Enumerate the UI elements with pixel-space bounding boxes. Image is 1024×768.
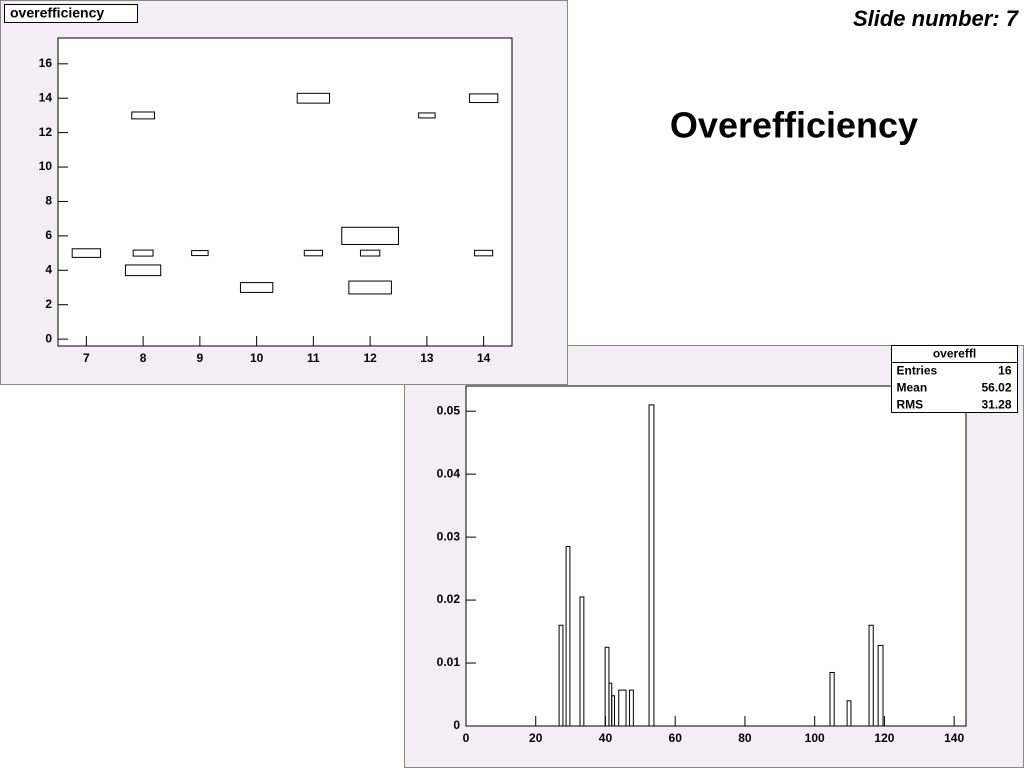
x-tick-label: 40 xyxy=(599,731,613,745)
y-tick-label: 0.03 xyxy=(437,529,461,543)
slide-title: Overefficiency xyxy=(670,105,918,146)
bar xyxy=(648,404,655,727)
bar xyxy=(611,695,616,727)
y-tick-label: 0.05 xyxy=(437,403,461,417)
box xyxy=(71,248,102,258)
bar xyxy=(565,546,571,727)
box xyxy=(418,112,436,119)
box xyxy=(132,249,154,257)
y-tick-label: 2 xyxy=(45,297,52,311)
x-tick-label: 20 xyxy=(529,731,543,745)
x-tick-label: 9 xyxy=(197,351,204,365)
plot-frame xyxy=(465,385,967,727)
y-tick-label: 4 xyxy=(45,262,52,276)
x-tick-label: 140 xyxy=(944,731,964,745)
bar xyxy=(618,689,627,727)
y-tick-label: 0.02 xyxy=(437,592,461,606)
box xyxy=(296,92,331,104)
y-tick-label: 0 xyxy=(45,331,52,345)
stats-label: Mean xyxy=(897,381,928,395)
box xyxy=(474,249,494,257)
bar xyxy=(846,700,852,727)
bar xyxy=(868,624,874,727)
stats-label: RMS xyxy=(897,398,924,412)
x-tick-label: 14 xyxy=(477,351,491,365)
x-tick-label: 12 xyxy=(363,351,377,365)
x-tick-label: 8 xyxy=(140,351,147,365)
bar xyxy=(558,624,564,727)
stats-value: 16 xyxy=(998,364,1012,378)
x-tick-label: 60 xyxy=(669,731,683,745)
bar xyxy=(579,596,585,727)
title-box xyxy=(4,4,138,23)
box xyxy=(191,250,209,257)
x-tick-label: 100 xyxy=(805,731,825,745)
box xyxy=(239,282,274,293)
stats-label: Entries xyxy=(897,364,938,378)
y-tick-label: 8 xyxy=(45,194,52,208)
y-tick-label: 0.01 xyxy=(437,655,461,669)
bar xyxy=(629,689,634,727)
x-tick-label: 120 xyxy=(874,731,894,745)
box xyxy=(359,249,381,257)
plot-frame xyxy=(57,37,513,347)
bar xyxy=(877,644,884,727)
stats-title: overeffl xyxy=(933,347,976,361)
stats-value: 31.28 xyxy=(981,398,1011,412)
stats-value: 56.02 xyxy=(981,381,1011,395)
box xyxy=(125,264,162,277)
x-tick-label: 7 xyxy=(83,351,90,365)
y-tick-label: 0.04 xyxy=(437,466,461,480)
x-tick-label: 11 xyxy=(307,351,320,365)
y-tick-label: 6 xyxy=(45,228,52,242)
x-tick-label: 13 xyxy=(420,351,434,365)
chart-title: overefficiency xyxy=(10,5,104,21)
y-tick-label: 0 xyxy=(453,718,460,732)
box xyxy=(131,111,155,120)
x-tick-label: 10 xyxy=(250,351,264,365)
y-tick-label: 12 xyxy=(39,125,53,139)
y-tick-label: 16 xyxy=(39,56,53,70)
x-tick-label: 80 xyxy=(738,731,752,745)
bar xyxy=(829,671,835,727)
box xyxy=(468,93,499,104)
stats-box xyxy=(891,345,1018,413)
slide-number: Slide number: 7 xyxy=(853,6,1020,31)
y-tick-label: 10 xyxy=(39,159,53,173)
box xyxy=(341,226,399,245)
box xyxy=(303,249,323,257)
x-tick-label: 0 xyxy=(463,731,470,745)
y-tick-label: 14 xyxy=(39,90,53,104)
box xyxy=(348,280,392,295)
